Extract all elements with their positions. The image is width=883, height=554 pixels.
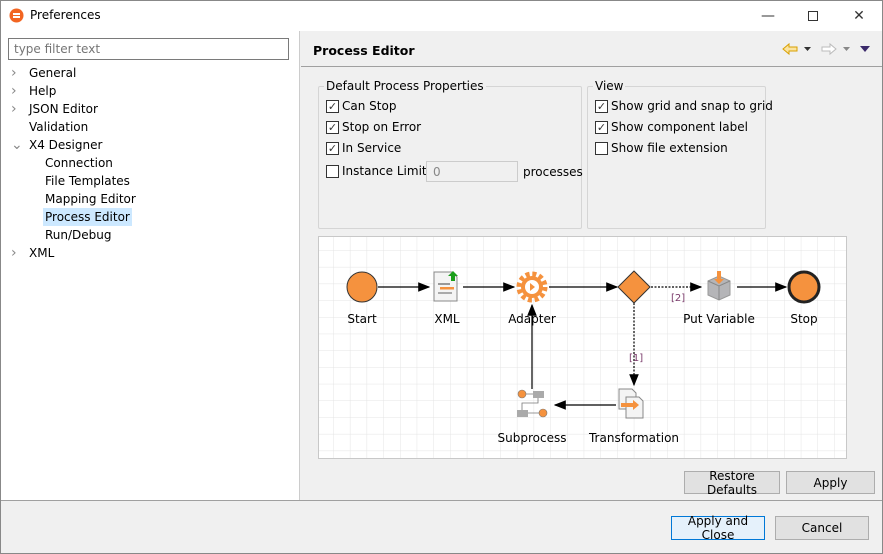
header-separator	[301, 66, 883, 67]
put-variable-node[interactable]	[707, 271, 731, 301]
checkbox-label: Stop on Error	[342, 120, 422, 134]
tree-item[interactable]: Validation	[27, 118, 90, 136]
node-label-put-variable: Put Variable	[683, 312, 755, 326]
view-menu-icon[interactable]	[860, 46, 870, 52]
start-node[interactable]	[346, 271, 378, 303]
decision-node[interactable]	[617, 270, 651, 304]
show-component-label-checkbox[interactable]: ✓ Show component label	[595, 118, 748, 136]
stop-node[interactable]	[787, 270, 821, 304]
tree-item[interactable]: › JSON Editor	[11, 100, 100, 118]
tree-item-label: X4 Designer	[29, 138, 103, 152]
tree-item[interactable]: › General	[11, 64, 78, 82]
checkbox-label: Show file extension	[611, 141, 728, 155]
group-title: Default Process Properties	[324, 79, 486, 93]
page-title: Process Editor	[313, 43, 415, 58]
checkbox-box: ✓	[326, 99, 339, 113]
tree-item[interactable]: Connection	[43, 154, 115, 172]
node-label-subprocess: Subprocess	[498, 431, 567, 445]
tree-item[interactable]: Mapping Editor	[43, 190, 138, 208]
node-label-stop: Stop	[790, 312, 817, 326]
close-icon: ✕	[853, 7, 865, 24]
tree-item[interactable]: › XML	[11, 244, 56, 262]
instance-limit-input[interactable]: 0	[426, 161, 518, 182]
process-preview-canvas: [2] [1] Start XML Adapter Put Variable S…	[318, 236, 847, 459]
back-dropdown-icon[interactable]	[804, 47, 811, 51]
node-label-xml: XML	[434, 312, 460, 326]
minimize-button[interactable]: —	[745, 0, 791, 31]
edge-label-2: [2]	[671, 293, 685, 304]
apply-and-close-button[interactable]: Apply and Close	[671, 514, 765, 542]
node-label-start: Start	[347, 312, 377, 326]
tree-item[interactable]: Run/Debug	[43, 226, 114, 244]
tree-item-label: Run/Debug	[45, 228, 112, 242]
tree-item-label: Validation	[29, 120, 89, 134]
edge-label-1: [1]	[629, 353, 643, 364]
maximize-icon	[808, 10, 818, 21]
checkbox-box: ✓	[595, 99, 608, 113]
transformation-node[interactable]	[618, 388, 644, 419]
tree-item-label: Help	[29, 84, 57, 98]
show-grid-checkbox[interactable]: ✓ Show grid and snap to grid	[595, 97, 773, 115]
view-group	[587, 86, 766, 229]
tree-item-label: Connection	[45, 156, 113, 170]
tree-item[interactable]: ⌄ X4 Designer	[11, 136, 104, 154]
show-file-extension-checkbox[interactable]: Show file extension	[595, 139, 728, 157]
window-title: Preferences	[30, 8, 101, 22]
tree-item[interactable]: Process Editor	[43, 208, 132, 226]
tree-item-label: XML	[29, 246, 55, 260]
checkbox-label: Can Stop	[342, 99, 397, 113]
checkbox-label: Show component label	[611, 120, 748, 134]
tree-item[interactable]: File Templates	[43, 172, 132, 190]
checkbox-box: ✓	[326, 120, 339, 134]
chevron-right-icon[interactable]: ›	[11, 245, 17, 261]
processes-label: processes	[523, 165, 583, 179]
minimize-icon: —	[761, 7, 775, 24]
instance-limit-checkbox[interactable]: Instance Limit	[326, 162, 427, 180]
can-stop-checkbox[interactable]: ✓ Can Stop	[326, 97, 396, 115]
preference-tree-pane	[0, 31, 300, 500]
forward-icon[interactable]	[821, 42, 837, 56]
tree-item-label: JSON Editor	[29, 102, 98, 116]
group-title: View	[593, 79, 626, 93]
tree-item[interactable]: › Help	[11, 82, 58, 100]
chevron-right-icon[interactable]: ›	[11, 65, 17, 81]
checkbox-box	[595, 141, 608, 155]
adapter-node[interactable]	[516, 271, 548, 303]
chevron-right-icon[interactable]: ›	[11, 83, 17, 99]
xml-node[interactable]	[433, 271, 458, 302]
filter-input[interactable]	[8, 38, 289, 60]
chevron-right-icon[interactable]: ›	[11, 101, 17, 117]
checkbox-label: Show grid and snap to grid	[611, 99, 773, 113]
maximize-button[interactable]	[790, 0, 836, 31]
forward-dropdown-icon[interactable]	[843, 47, 850, 51]
close-button[interactable]: ✕	[836, 0, 882, 31]
tree-item-label: Process Editor	[45, 210, 130, 224]
checkbox-box: ✓	[326, 141, 339, 155]
checkbox-label: In Service	[342, 141, 402, 155]
checkbox-label: Instance Limit	[342, 164, 427, 178]
restore-defaults-button[interactable]: Restore Defaults	[684, 469, 780, 497]
app-logo-icon	[9, 8, 24, 23]
footer-separator	[0, 500, 883, 501]
back-icon[interactable]	[782, 42, 798, 56]
tree-item-label: Mapping Editor	[45, 192, 136, 206]
tree-item-label: File Templates	[45, 174, 130, 188]
in-service-checkbox[interactable]: ✓ In Service	[326, 139, 401, 157]
checkbox-box: ✓	[595, 120, 608, 134]
apply-button[interactable]: Apply	[786, 471, 875, 494]
node-label-adapter: Adapter	[508, 312, 556, 326]
checkbox-box	[326, 164, 339, 178]
chevron-down-icon[interactable]: ⌄	[11, 137, 23, 153]
stop-on-error-checkbox[interactable]: ✓ Stop on Error	[326, 118, 421, 136]
node-label-transformation: Transformation	[588, 431, 679, 445]
subprocess-node[interactable]	[517, 389, 548, 418]
tree-item-label: General	[29, 66, 77, 80]
cancel-button[interactable]: Cancel	[775, 516, 869, 540]
